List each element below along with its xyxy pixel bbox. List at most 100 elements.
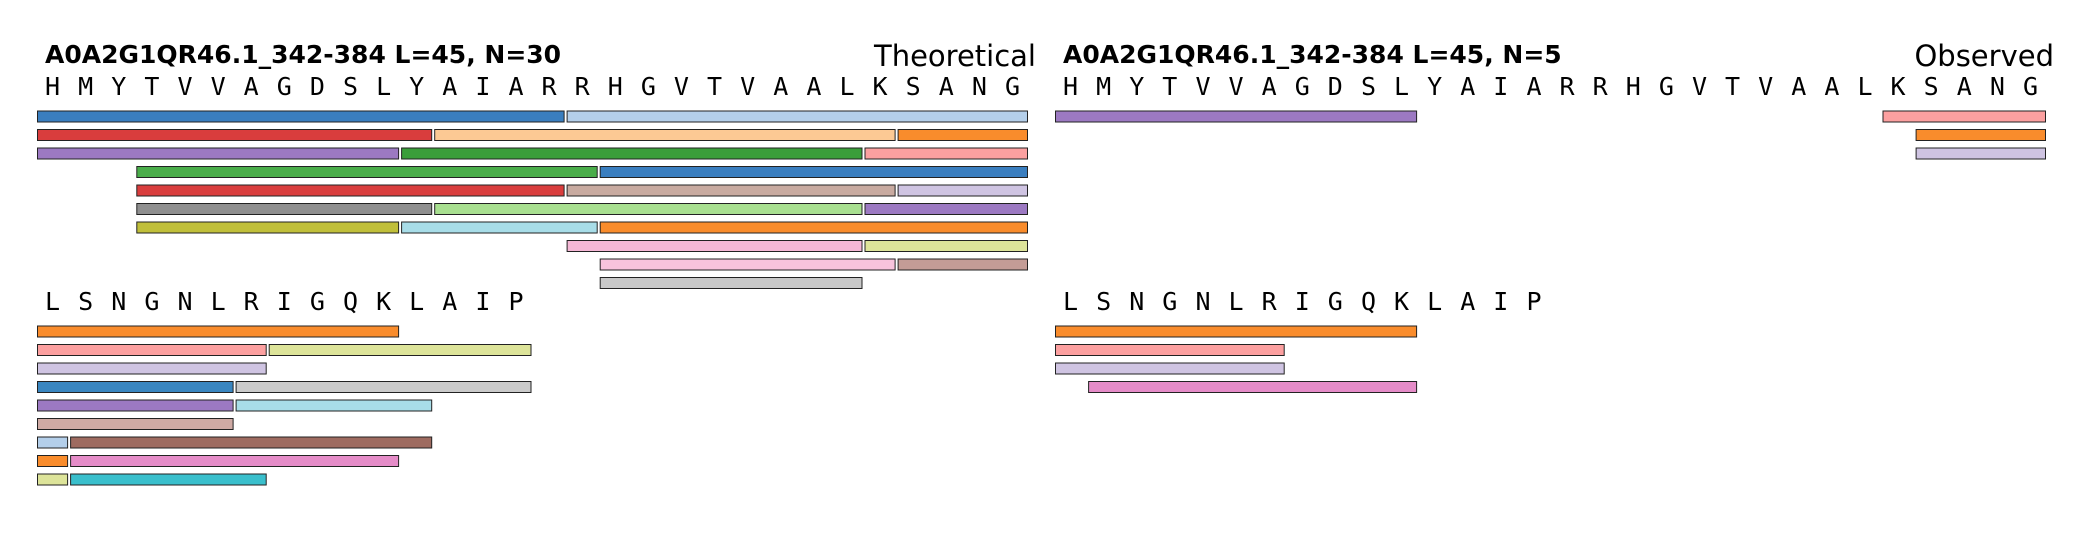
peptide-bar <box>235 399 433 412</box>
peptide-bar <box>37 325 400 338</box>
observed-panel-title: A0A2G1QR46.1_342-384 L=45, N=5 <box>1063 40 1562 69</box>
peptide-bar <box>401 147 863 160</box>
peptide-bar <box>1088 381 1418 393</box>
residue-38: I <box>277 287 292 316</box>
residue-20: V <box>1692 72 1707 101</box>
residue-43: A <box>442 287 457 316</box>
peptide-bar <box>136 221 400 234</box>
peptide-bar <box>1915 129 2046 141</box>
residue-6: V <box>211 72 226 101</box>
residue-36: L <box>1228 287 1243 316</box>
residue-5: V <box>177 72 192 101</box>
observed-rows: H M Y T V V A G D S L Y A I A R R H G V T V A A L K S A N GL S N G N L R I G Q… <box>1055 72 2046 393</box>
residue-39: G <box>310 287 325 316</box>
residue-13: A <box>1460 72 1475 101</box>
residue-30: G <box>2023 72 2038 101</box>
residue-26: K <box>872 72 887 101</box>
residue-30: G <box>1005 72 1020 101</box>
residue-24: A <box>1824 72 1839 101</box>
residue-17: R <box>1593 72 1609 101</box>
residue-5: V <box>1195 72 1210 101</box>
residue-32: S <box>1096 287 1111 316</box>
residue-41: K <box>1394 287 1409 316</box>
residue-2: M <box>1096 72 1111 101</box>
residue-9: D <box>310 72 325 101</box>
residue-1: H <box>45 72 60 101</box>
residue-19: G <box>641 72 656 101</box>
peptide-bar <box>401 221 598 234</box>
residue-45: P <box>1526 287 1541 316</box>
peptide-bar <box>37 110 565 123</box>
peptide-bar <box>37 436 69 449</box>
residue-44: I <box>1493 287 1508 316</box>
residue-27: S <box>1924 72 1939 101</box>
peptide-bar <box>37 362 267 375</box>
peptide-bar <box>70 436 433 449</box>
residue-16: R <box>541 72 557 101</box>
residue-33: N <box>111 287 126 316</box>
residue-15: A <box>508 72 523 101</box>
peptide-bar <box>70 473 267 486</box>
peptide-bar <box>1055 362 1285 375</box>
peptide-bar <box>434 129 896 141</box>
residue-4: T <box>1162 72 1177 101</box>
residue-2: M <box>78 72 93 101</box>
residue-11: L <box>1394 72 1409 101</box>
peptide-bar <box>566 110 1028 123</box>
residue-37: R <box>244 287 260 316</box>
residue-18: H <box>1626 72 1641 101</box>
residue-40: Q <box>343 287 358 316</box>
peptide-bar <box>566 184 896 197</box>
residue-29: N <box>1990 72 2005 101</box>
residue-35: N <box>1195 287 1210 316</box>
residue-8: G <box>1295 72 1310 101</box>
peptide-bar <box>864 147 1028 160</box>
residue-10: S <box>343 72 358 101</box>
residue-12: Y <box>409 72 424 101</box>
residue-43: A <box>1460 287 1475 316</box>
residue-37: R <box>1262 287 1278 316</box>
residue-21: T <box>707 72 722 101</box>
residue-25: L <box>839 72 854 101</box>
residue-20: V <box>674 72 689 101</box>
peptide-bar <box>1915 147 2046 160</box>
peptide-bar <box>599 258 896 271</box>
residue-13: A <box>442 72 457 101</box>
peptide-bar <box>599 166 1028 178</box>
peptide-bar <box>897 129 1028 141</box>
theoretical-panel-title: A0A2G1QR46.1_342-384 L=45, N=30 <box>45 40 561 69</box>
residue-8: G <box>277 72 292 101</box>
peptide-bar <box>37 129 433 141</box>
residue-32: S <box>78 287 93 316</box>
residue-42: L <box>409 287 424 316</box>
residue-24: A <box>806 72 821 101</box>
residue-36: L <box>211 287 226 316</box>
peptide-bar <box>37 147 400 160</box>
residue-38: I <box>1295 287 1310 316</box>
residue-34: G <box>1162 287 1177 316</box>
residue-25: L <box>1857 72 1872 101</box>
peptide-bar <box>37 455 69 467</box>
peptide-bar <box>37 473 69 486</box>
peptide-bar <box>1882 110 2046 123</box>
residue-1: H <box>1063 72 1078 101</box>
residue-28: A <box>1957 72 1972 101</box>
residue-34: G <box>144 287 159 316</box>
peptide-bar <box>136 166 598 178</box>
peptide-bar <box>1055 344 1285 356</box>
residue-31: L <box>45 287 60 316</box>
observed-panel-label: Observed <box>1914 39 2054 73</box>
residue-35: N <box>177 287 192 316</box>
residue-26: K <box>1890 72 1905 101</box>
peptide-bar <box>37 381 234 393</box>
residue-29: N <box>972 72 987 101</box>
peptide-bar <box>897 184 1028 197</box>
residue-28: A <box>939 72 954 101</box>
peptide-bar <box>268 344 532 356</box>
peptide-bar <box>599 277 863 289</box>
residue-15: A <box>1526 72 1541 101</box>
residue-3: Y <box>111 72 126 101</box>
